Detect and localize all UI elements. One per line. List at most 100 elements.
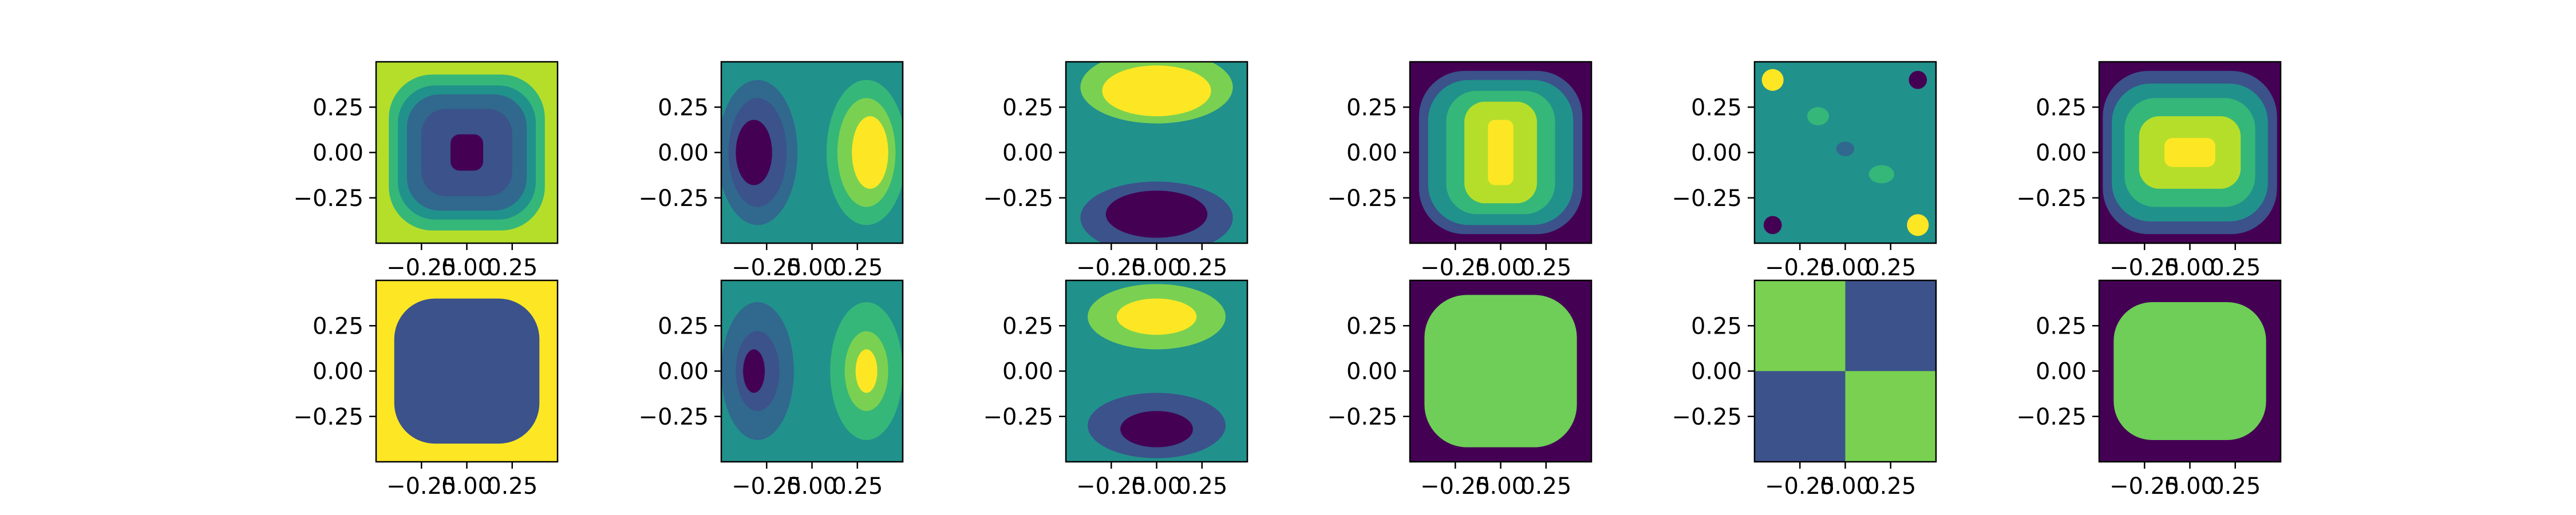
x-tick-label: 0.00 (787, 255, 837, 281)
y-tick-label: 0.25 (1002, 94, 1053, 121)
subplot-10: 0.250.00−0.25−0.250.000.25 (1327, 279, 1593, 500)
x-tick-label: −0.25 (2109, 473, 2180, 500)
y-tick-label: −0.25 (638, 185, 709, 212)
contour-region-3 (743, 349, 765, 393)
contour-region-4 (1763, 216, 1782, 235)
contour-field (376, 280, 558, 462)
quadrant-bottom-right (1845, 371, 1936, 462)
y-tick-label: −0.25 (983, 185, 1053, 212)
y-tick-label: −0.25 (2016, 185, 2087, 212)
x-tick-label: 0.25 (1520, 473, 1571, 500)
contour-field (1755, 62, 1936, 243)
x-tick-label: −0.25 (1420, 473, 1491, 500)
contour-level-6 (2164, 138, 2215, 167)
contour-region-2 (1116, 298, 1197, 335)
contour-level-6 (450, 134, 484, 171)
contour-region-2 (1907, 214, 1929, 236)
contour-region-4 (1105, 191, 1208, 238)
x-tick-label: −0.25 (2109, 255, 2180, 281)
x-tick-label: 0.00 (441, 473, 492, 500)
subplot-9: 0.250.00−0.25−0.250.000.25 (983, 279, 1249, 500)
y-tick-label: 0.25 (1346, 313, 1397, 339)
y-tick-label: −0.25 (293, 185, 364, 212)
contour-region-2 (1102, 65, 1211, 117)
y-tick-label: −0.25 (1327, 185, 1397, 212)
subplot-7: 0.250.00−0.25−0.250.000.25 (293, 279, 559, 500)
x-tick-label: 0.25 (1865, 255, 1916, 281)
x-tick-label: 0.25 (832, 255, 883, 281)
y-tick-label: 0.25 (2036, 94, 2087, 121)
x-tick-label: 0.00 (1820, 255, 1871, 281)
x-tick-label: 0.00 (2164, 255, 2215, 281)
y-tick-label: 0.25 (1691, 313, 1742, 339)
x-tick-label: −0.25 (1076, 255, 1147, 281)
contour-region-5 (1807, 107, 1829, 125)
contour-field (1410, 280, 1591, 462)
subplot-8: 0.250.00−0.25−0.250.000.25 (638, 279, 904, 500)
contour-region-6 (1868, 165, 1895, 184)
x-tick-label: −0.25 (1765, 473, 1835, 500)
y-tick-label: −0.25 (2016, 404, 2087, 430)
contour-level-2 (2113, 302, 2266, 440)
y-tick-label: −0.25 (293, 404, 364, 430)
contour-field (1066, 62, 1247, 243)
x-tick-label: 0.25 (487, 473, 538, 500)
y-tick-label: 0.00 (658, 359, 709, 385)
y-tick-label: 0.25 (658, 94, 709, 121)
y-tick-label: −0.25 (1672, 185, 1742, 212)
y-tick-label: −0.25 (638, 404, 709, 430)
x-tick-label: −0.25 (386, 473, 457, 500)
contour-level-2 (394, 298, 540, 444)
y-tick-label: 0.00 (2036, 140, 2087, 167)
contour-region-3 (1909, 70, 1927, 89)
contour-region-6 (852, 116, 888, 189)
contour-level-2 (1424, 295, 1577, 447)
x-tick-label: 0.00 (1475, 255, 1526, 281)
contour-field (721, 280, 903, 462)
x-tick-label: 0.25 (1865, 473, 1916, 500)
x-tick-label: 0.25 (1520, 255, 1571, 281)
contour-region-3 (736, 120, 772, 185)
y-tick-label: 0.00 (313, 359, 364, 385)
y-tick-label: 0.25 (1002, 313, 1053, 339)
x-tick-label: 0.25 (1176, 473, 1227, 500)
y-tick-label: −0.25 (983, 404, 1053, 430)
contour-field (721, 62, 903, 243)
contour-region-4 (1120, 411, 1193, 447)
x-tick-label: 0.00 (1131, 255, 1182, 281)
contour-field (1755, 280, 1936, 462)
y-tick-label: −0.25 (1327, 404, 1397, 430)
contour-region-7 (1836, 141, 1855, 156)
x-tick-label: −0.25 (386, 255, 457, 281)
quadrant-bottom-left (1755, 371, 1846, 462)
y-tick-label: 0.25 (313, 94, 364, 121)
subplot-4: 0.250.00−0.25−0.250.000.25 (1327, 61, 1593, 281)
y-tick-label: 0.00 (1346, 140, 1397, 167)
contour-field (376, 62, 558, 243)
subplot-3: 0.250.00−0.25−0.250.000.25 (983, 61, 1249, 281)
y-tick-label: 0.00 (1002, 140, 1053, 167)
x-tick-label: 0.00 (2164, 473, 2215, 500)
subplot-5: 0.250.00−0.25−0.250.000.25 (1672, 61, 1937, 281)
y-tick-label: 0.25 (1346, 94, 1397, 121)
x-tick-label: −0.25 (1076, 473, 1147, 500)
subplot-6: 0.250.00−0.25−0.250.000.25 (2016, 61, 2282, 281)
y-tick-label: 0.00 (1691, 140, 1742, 167)
subplot-12: 0.250.00−0.25−0.250.000.25 (2016, 279, 2282, 500)
x-tick-label: −0.25 (732, 473, 802, 500)
y-tick-label: 0.00 (658, 140, 709, 167)
subplot-2: 0.250.00−0.25−0.250.000.25 (638, 61, 904, 281)
contour-field (2099, 62, 2281, 243)
contour-field (1066, 280, 1247, 462)
contour-level-6 (1488, 120, 1514, 185)
x-tick-label: 0.00 (1475, 473, 1526, 500)
y-tick-label: 0.00 (1346, 359, 1397, 385)
contour-region-6 (855, 349, 878, 393)
x-tick-label: −0.25 (1420, 255, 1491, 281)
subplot-1: 0.250.00−0.25−0.250.000.25 (293, 61, 559, 281)
quadrant-top-right (1845, 280, 1936, 371)
y-tick-label: 0.25 (1691, 94, 1742, 121)
y-tick-label: 0.00 (2036, 359, 2087, 385)
x-tick-label: 0.25 (1176, 255, 1227, 281)
